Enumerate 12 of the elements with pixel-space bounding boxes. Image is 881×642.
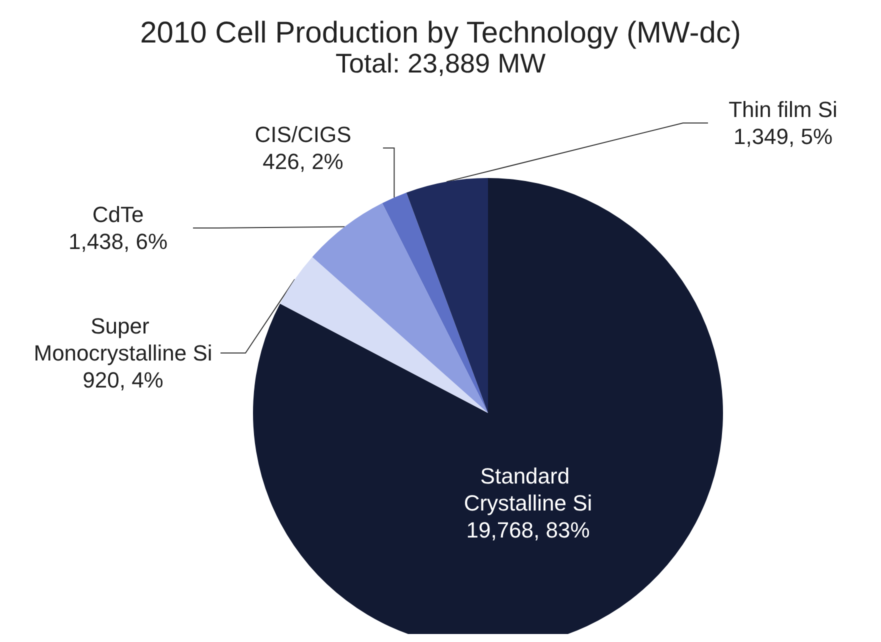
- slice-label: Thin film Si: [728, 97, 838, 122]
- data-label: 1,349, 5%: [733, 124, 833, 149]
- chart-subtitle: Total: 23,889 MW: [335, 48, 546, 78]
- data-label: 19,768, 83%: [466, 518, 590, 542]
- slice-label: CdTe: [92, 202, 144, 227]
- slice-label: CIS/CIGS: [254, 122, 352, 147]
- data-label: 1,438, 6%: [68, 229, 168, 254]
- data-label: 920, 4%: [82, 368, 164, 392]
- data-label: 426, 2%: [262, 149, 344, 174]
- slice-label: Standard Crystalline Si: [464, 464, 592, 516]
- chart-title: 2010 Cell Production by Technology (MW-dc): [140, 16, 741, 50]
- slice-label: Super Monocrystalline Si: [34, 314, 212, 366]
